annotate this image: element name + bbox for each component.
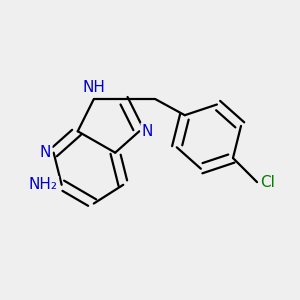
- Text: Cl: Cl: [260, 175, 274, 190]
- Text: N: N: [142, 124, 153, 139]
- Text: NH: NH: [82, 80, 105, 95]
- Text: NH: NH: [82, 80, 105, 95]
- Text: N: N: [40, 145, 51, 160]
- Text: NH₂: NH₂: [29, 177, 58, 192]
- Text: NH₂: NH₂: [29, 177, 58, 192]
- Text: N: N: [142, 124, 153, 139]
- Text: Cl: Cl: [260, 175, 274, 190]
- Text: N: N: [40, 145, 51, 160]
